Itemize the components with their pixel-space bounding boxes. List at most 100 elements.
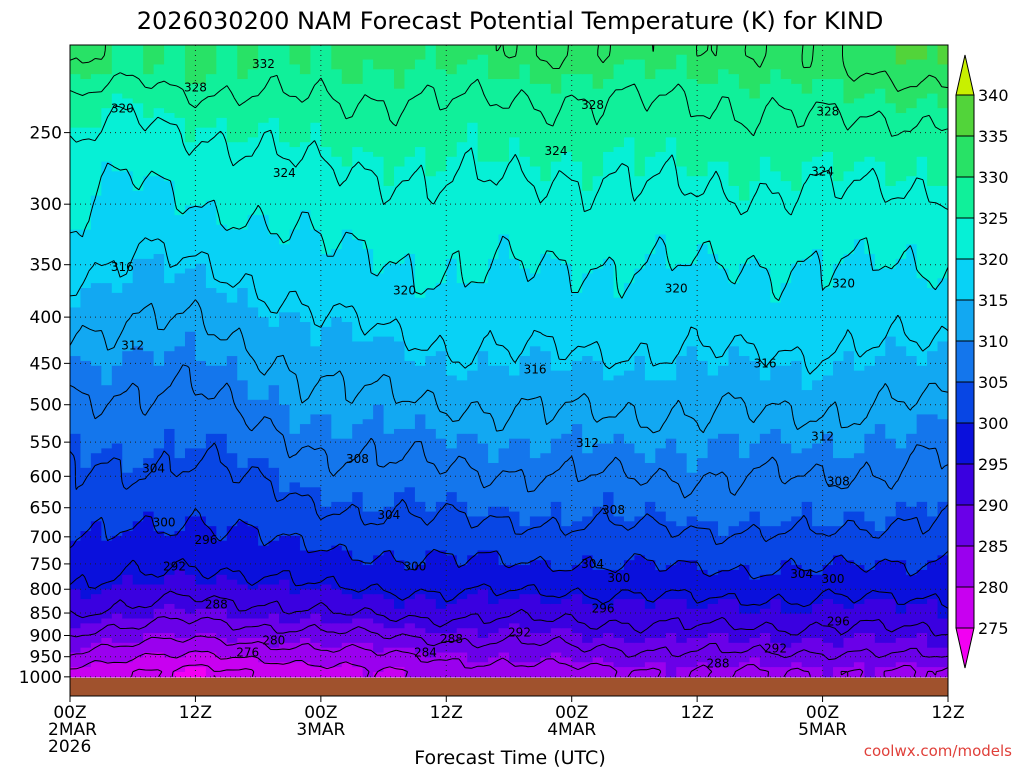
fill-cell — [885, 336, 897, 440]
fill-cell — [373, 623, 385, 654]
fill-cell — [519, 356, 531, 440]
fill-cell — [801, 569, 813, 615]
fill-cell — [937, 419, 948, 503]
fill-cell — [205, 288, 217, 367]
fill-cell — [895, 613, 907, 639]
fill-cell — [341, 642, 353, 663]
fill-cell — [623, 443, 636, 522]
fill-cell — [791, 613, 803, 644]
fill-cell — [697, 662, 709, 678]
fill-cell — [446, 652, 458, 678]
fill-cell — [383, 45, 395, 70]
fill-cell — [540, 633, 552, 658]
fill-cell — [634, 45, 646, 61]
fill-cell — [132, 103, 144, 192]
fill-cell — [916, 569, 928, 605]
fill-cell — [749, 613, 761, 639]
fill-cell — [738, 200, 750, 265]
colorbar-label: 280 — [978, 578, 1009, 597]
fill-cell — [571, 161, 583, 294]
fill-cell — [937, 555, 948, 620]
y-axis: 2503003504004505005506006507007508008509… — [19, 124, 70, 688]
fill-cell — [822, 79, 834, 153]
fill-cell — [718, 268, 730, 367]
fill-cell — [122, 662, 134, 678]
fill-cell — [205, 433, 217, 527]
fill-cell — [414, 565, 426, 595]
fill-cell — [320, 647, 332, 668]
fill-cell — [268, 45, 280, 119]
fill-cell — [153, 633, 165, 654]
fill-cell — [864, 93, 876, 158]
fill-cell — [812, 603, 824, 639]
x-tick-label: 4MAR — [547, 720, 596, 740]
fill-cell — [623, 137, 636, 284]
fill-cell — [310, 642, 322, 668]
colorbar-label: 300 — [978, 414, 1009, 433]
fill-cell — [435, 550, 447, 610]
fill-cell — [404, 360, 416, 430]
fill-cell — [697, 176, 709, 245]
fill-cell — [174, 117, 186, 216]
contour-line-324 — [70, 105, 948, 216]
fill-cell — [634, 599, 646, 644]
fill-cell — [216, 117, 228, 226]
fill-cell — [289, 64, 301, 148]
fill-cell — [895, 560, 907, 615]
fill-cell — [864, 633, 876, 678]
fill-cell — [623, 642, 636, 668]
fill-cell — [864, 521, 876, 571]
fill-cell — [153, 652, 165, 678]
fill-cell — [195, 584, 207, 610]
fill-cell — [184, 637, 197, 654]
fill-cell — [582, 273, 594, 357]
fill-cell — [320, 623, 332, 649]
fill-cell — [226, 642, 238, 658]
fill-cell — [299, 45, 311, 75]
fill-cell — [320, 667, 332, 678]
fill-cell — [676, 560, 688, 600]
fill-cell — [164, 351, 176, 430]
fill-cell — [801, 637, 813, 668]
colorbar-label: 320 — [978, 250, 1009, 269]
y-tick-label: 600 — [30, 467, 62, 487]
fill-cell — [362, 45, 374, 61]
fill-cell — [937, 341, 948, 420]
fill-cell — [686, 667, 698, 678]
fill-cell — [299, 637, 311, 663]
fill-cell — [373, 45, 385, 70]
fill-cell — [550, 258, 562, 372]
fill-cell — [258, 662, 270, 678]
fill-cell — [916, 667, 928, 678]
fill-cell — [738, 88, 750, 202]
fill-cell — [780, 181, 792, 284]
fill-cell — [205, 365, 217, 435]
fill-cell — [801, 667, 813, 678]
fill-cell — [101, 540, 113, 590]
fill-cell — [655, 569, 667, 600]
fill-cell — [477, 45, 489, 56]
fill-cell — [205, 608, 217, 634]
fill-cell — [373, 555, 385, 595]
fill-cell — [143, 618, 155, 634]
fill-cell — [592, 360, 604, 445]
contour-line-320 — [70, 162, 948, 301]
fill-cell — [634, 555, 646, 600]
fill-cell — [801, 448, 813, 503]
colorbar-swatch — [955, 463, 975, 506]
y-tick-label: 300 — [30, 195, 62, 215]
fill-cell — [70, 667, 82, 678]
fill-cell — [362, 511, 374, 566]
fill-cell — [780, 45, 792, 80]
fill-cell — [634, 268, 646, 357]
fill-cell — [122, 642, 134, 663]
fill-cell — [801, 45, 813, 95]
fill-cell — [498, 565, 510, 600]
fill-cell — [153, 448, 165, 532]
fill-cell — [404, 569, 416, 600]
fill-cell — [623, 45, 636, 61]
fill-cell — [184, 652, 197, 668]
contour-label: 308 — [827, 475, 850, 489]
fill-cell — [561, 74, 573, 153]
fill-cell — [895, 448, 907, 503]
